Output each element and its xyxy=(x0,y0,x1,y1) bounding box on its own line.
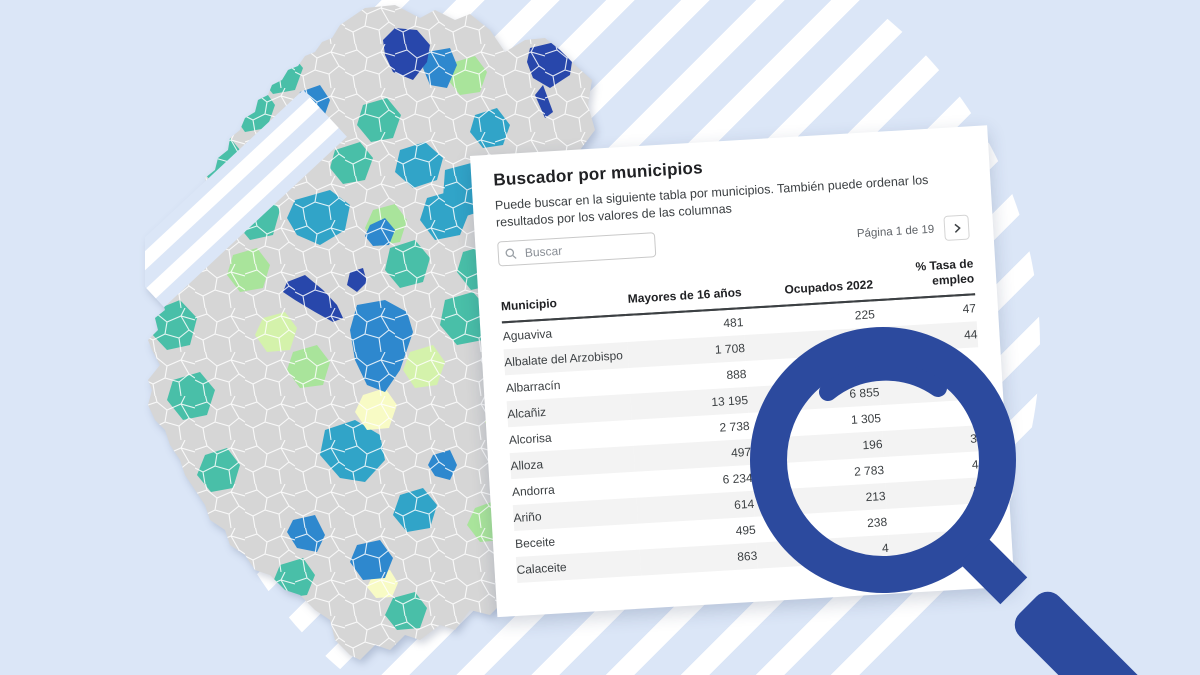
search-input[interactable] xyxy=(522,237,650,261)
column-header-tasa[interactable]: % Tasa de empleo xyxy=(871,254,976,301)
magnifier-handle-bar xyxy=(1014,591,1200,675)
map-stripe-band-decoration xyxy=(145,89,347,308)
magnifier-handle xyxy=(959,536,1200,675)
search-box[interactable] xyxy=(497,232,657,267)
chevron-right-icon xyxy=(953,223,961,233)
magnifier-lens-ring xyxy=(750,327,1016,593)
magnifier-handle-connector xyxy=(959,536,1028,605)
magnifier-illustration xyxy=(750,327,1200,675)
table-controls: Página 1 de 19 xyxy=(497,213,972,269)
municipality-search-card: Buscador por municipios Puede buscar en … xyxy=(470,125,1015,618)
pagination: Página 1 de 19 xyxy=(856,214,970,247)
pagination-label: Página 1 de 19 xyxy=(856,223,935,240)
magnifier-shine-arc xyxy=(819,362,947,401)
next-page-button[interactable] xyxy=(943,214,970,241)
search-icon xyxy=(505,248,517,259)
